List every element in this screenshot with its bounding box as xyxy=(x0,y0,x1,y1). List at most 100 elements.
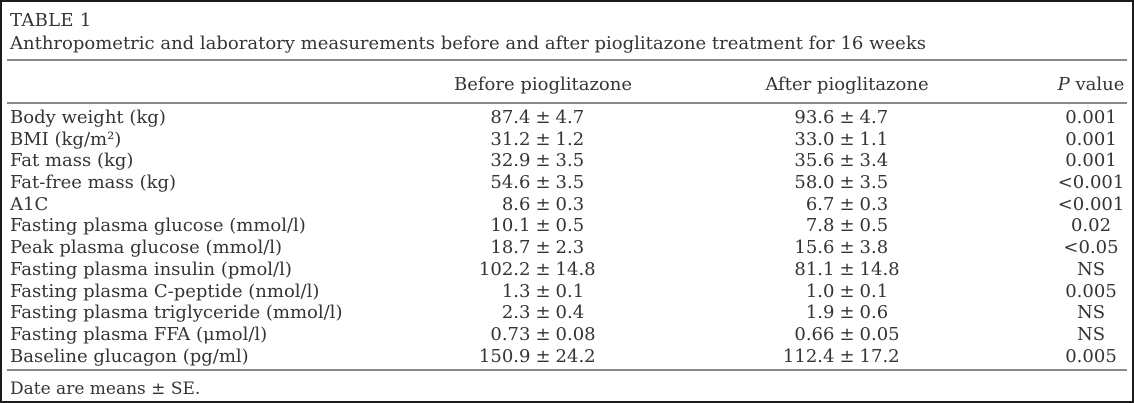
table-row: Peak plasma glucose (mmol/l) 18.7 ±2.3 15.6… xyxy=(2,237,1132,259)
table-row: Baseline glucagon (pg/ml) 150.9 ±24.2 112.4… xyxy=(2,346,1132,368)
before-value-sd: 14.8 xyxy=(555,258,596,280)
after-value-mean: 58.0 xyxy=(794,172,835,194)
before-value: 32.9 ±3.5 xyxy=(384,150,702,172)
after-value: 93.6 ±4.7 xyxy=(702,107,992,129)
before-value: 102.2 ±14.8 xyxy=(384,259,702,281)
after-value: 0.66 ±0.05 xyxy=(702,324,992,346)
plus-minus-sign: ± xyxy=(839,323,855,345)
before-value: 0.73 ±0.08 xyxy=(384,324,702,346)
plus-minus-sign: ± xyxy=(535,128,551,150)
after-value: 35.6 ±3.4 xyxy=(702,150,992,172)
column-header-before: Before pioglitazone xyxy=(453,74,633,95)
after-value: 33.0 ±1.1 xyxy=(702,129,992,151)
table-row: Fat-free mass (kg) 54.6 ±3.5 58.0 ±3.5 <0.001 xyxy=(2,172,1132,194)
plus-minus-sign: ± xyxy=(839,302,855,324)
row-label: Fasting plasma C-peptide (nmol/l) xyxy=(10,280,320,302)
table-row: Fasting plasma insulin (pmol/l) 102.2 ±14.… xyxy=(2,259,1132,281)
plus-minus-sign: ± xyxy=(839,215,855,237)
p-value: <0.05 xyxy=(1063,237,1119,259)
before-value: 54.6 ±3.5 xyxy=(384,172,702,194)
row-label: Fasting plasma insulin (pmol/l) xyxy=(10,258,292,280)
before-value-mean: 2.3 xyxy=(501,302,531,324)
table-row: Fasting plasma glucose (mmol/l) 10.1 ±0.5 7… xyxy=(2,215,1132,237)
before-value: 31.2 ±1.2 xyxy=(384,129,702,151)
plus-minus-sign: ± xyxy=(839,237,855,259)
p-value: 0.005 xyxy=(1065,280,1117,302)
before-value: 8.6 ±0.3 xyxy=(384,194,702,216)
p-value: NS xyxy=(1076,323,1106,345)
plus-minus-sign: ± xyxy=(535,215,551,237)
before-value-mean: 18.7 xyxy=(490,237,531,259)
before-value-mean: 102.2 xyxy=(478,258,531,280)
plus-minus-sign: ± xyxy=(839,345,855,367)
before-value: 10.1 ±0.5 xyxy=(384,215,702,237)
after-value-mean: 81.1 xyxy=(794,258,835,280)
table-row: Fat mass (kg) 32.9 ±3.5 35.6 ±3.4 0.001 xyxy=(2,150,1132,172)
p-value: 0.001 xyxy=(1065,150,1117,172)
before-value-mean: 31.2 xyxy=(490,128,531,150)
after-value: 7.8 ±0.5 xyxy=(702,215,992,237)
before-value: 87.4 ±4.7 xyxy=(384,107,702,129)
after-value: 58.0 ±3.5 xyxy=(702,172,992,194)
top-rule xyxy=(7,59,1127,61)
after-value-mean: 15.6 xyxy=(794,237,835,259)
before-value-sd: 0.5 xyxy=(555,215,585,237)
table-row: Fasting plasma C-peptide (nmol/l) 1.3 ±0.1… xyxy=(2,281,1132,303)
before-value-mean: 0.73 xyxy=(490,323,531,345)
plus-minus-sign: ± xyxy=(839,128,855,150)
p-value: NS xyxy=(1076,258,1106,280)
row-label: Body weight (kg) xyxy=(10,107,166,128)
after-value-sd: 0.5 xyxy=(859,215,889,237)
table-title-block: TABLE 1 Anthropometric and laboratory me… xyxy=(2,2,1132,56)
plus-minus-sign: ± xyxy=(839,193,855,215)
after-value-sd: 14.8 xyxy=(859,258,900,280)
plus-minus-sign: ± xyxy=(839,258,855,280)
before-value-sd: 0.08 xyxy=(555,323,596,345)
after-value-mean: 1.9 xyxy=(805,302,835,324)
table-row: Fasting plasma triglyceride (mmol/l) 2.3 ±… xyxy=(2,302,1132,324)
column-header-row: Before pioglitazone After pioglitazone P… xyxy=(2,61,1132,102)
row-label: Fasting plasma glucose (mmol/l) xyxy=(10,215,306,237)
bottom-rule xyxy=(7,369,1127,372)
plus-minus-sign: ± xyxy=(535,258,551,280)
after-value: 81.1 ±14.8 xyxy=(702,259,992,281)
after-value-sd: 3.5 xyxy=(859,172,889,194)
after-value-sd: 0.1 xyxy=(859,280,889,302)
row-label: Fasting plasma triglyceride (mmol/l) xyxy=(10,302,343,324)
before-value-mean: 10.1 xyxy=(490,215,531,237)
plus-minus-sign: ± xyxy=(535,345,551,367)
before-value: 18.7 ±2.3 xyxy=(384,237,702,259)
before-value-sd: 1.2 xyxy=(555,128,585,150)
after-value: 112.4 ±17.2 xyxy=(702,346,992,368)
row-label: Fat mass (kg) xyxy=(10,150,134,172)
plus-minus-sign: ± xyxy=(535,302,551,324)
after-value-mean: 33.0 xyxy=(794,128,835,150)
header-rule xyxy=(7,102,1127,104)
p-value: 0.001 xyxy=(1065,107,1117,128)
table-row: Fasting plasma FFA (μmol/l) 0.73 ±0.08 0.66… xyxy=(2,324,1132,346)
after-value-sd: 1.1 xyxy=(859,128,889,150)
p-value: <0.001 xyxy=(1057,172,1125,194)
before-value: 2.3 ±0.4 xyxy=(384,302,702,324)
after-value-sd: 3.4 xyxy=(859,150,889,172)
plus-minus-sign: ± xyxy=(839,150,855,172)
pvalue-header-symbol: P xyxy=(1057,74,1070,95)
table-caption: Anthropometric and laboratory measuremen… xyxy=(10,33,926,54)
pvalue-header-rest: value xyxy=(1069,74,1125,95)
before-value-mean: 8.6 xyxy=(501,193,531,215)
row-label: Fasting plasma FFA (μmol/l) xyxy=(10,323,268,345)
table-row: Body weight (kg) 87.4 ±4.7 93.6 ±4.7 0.001 xyxy=(2,107,1132,129)
before-value-sd: 24.2 xyxy=(555,345,596,367)
after-value-sd: 0.6 xyxy=(859,302,889,324)
after-value: 6.7 ±0.3 xyxy=(702,194,992,216)
after-value-mean: 7.8 xyxy=(805,215,835,237)
after-value-mean: 0.66 xyxy=(794,323,835,345)
plus-minus-sign: ± xyxy=(535,172,551,194)
after-value: 15.6 ±3.8 xyxy=(702,237,992,259)
before-value-sd: 3.5 xyxy=(555,150,585,172)
p-value: 0.02 xyxy=(1070,215,1112,237)
after-value-sd: 0.3 xyxy=(859,193,889,215)
plus-minus-sign: ± xyxy=(535,323,551,345)
before-value-mean: 1.3 xyxy=(501,280,531,302)
